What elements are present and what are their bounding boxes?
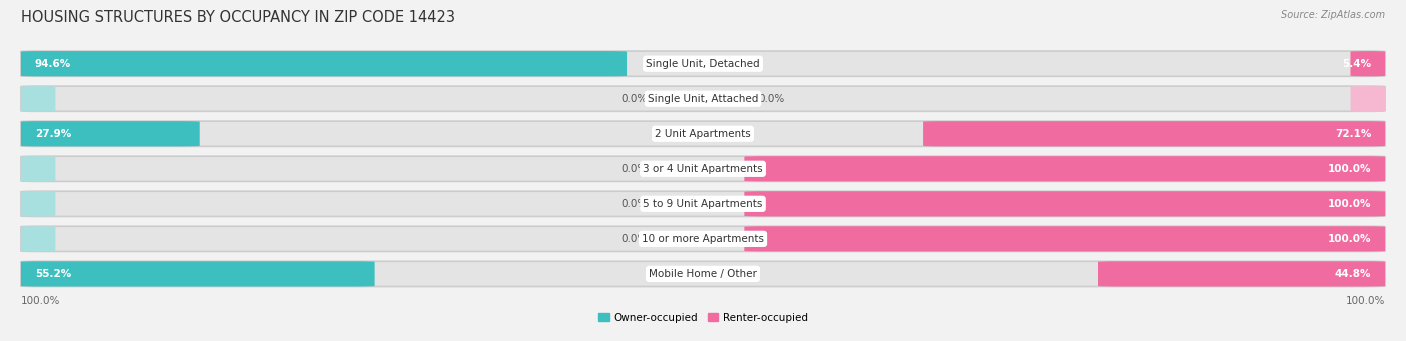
Text: 27.9%: 27.9%: [35, 129, 70, 139]
Text: 0.0%: 0.0%: [621, 234, 648, 244]
Text: Single Unit, Attached: Single Unit, Attached: [648, 94, 758, 104]
FancyBboxPatch shape: [21, 191, 1385, 217]
FancyBboxPatch shape: [21, 51, 1385, 76]
Text: 72.1%: 72.1%: [1334, 129, 1371, 139]
Legend: Owner-occupied, Renter-occupied: Owner-occupied, Renter-occupied: [595, 309, 811, 327]
Text: 100.0%: 100.0%: [1327, 199, 1371, 209]
FancyBboxPatch shape: [744, 156, 1385, 181]
Text: Source: ZipAtlas.com: Source: ZipAtlas.com: [1281, 10, 1385, 20]
Text: 100.0%: 100.0%: [1327, 234, 1371, 244]
Text: 10 or more Apartments: 10 or more Apartments: [643, 234, 763, 244]
FancyBboxPatch shape: [21, 121, 1385, 146]
FancyBboxPatch shape: [1098, 261, 1385, 286]
FancyBboxPatch shape: [924, 121, 1385, 146]
Text: 100.0%: 100.0%: [1327, 164, 1371, 174]
Text: Single Unit, Detached: Single Unit, Detached: [647, 59, 759, 69]
FancyBboxPatch shape: [21, 261, 1385, 286]
Text: 94.6%: 94.6%: [35, 59, 70, 69]
FancyBboxPatch shape: [21, 191, 55, 217]
Text: 5 to 9 Unit Apartments: 5 to 9 Unit Apartments: [644, 199, 762, 209]
FancyBboxPatch shape: [21, 156, 55, 181]
FancyBboxPatch shape: [21, 261, 374, 286]
Text: 0.0%: 0.0%: [621, 94, 648, 104]
Text: 44.8%: 44.8%: [1334, 269, 1371, 279]
Text: 3 or 4 Unit Apartments: 3 or 4 Unit Apartments: [643, 164, 763, 174]
FancyBboxPatch shape: [21, 86, 1385, 112]
FancyBboxPatch shape: [21, 226, 55, 251]
FancyBboxPatch shape: [21, 86, 55, 112]
Text: 2 Unit Apartments: 2 Unit Apartments: [655, 129, 751, 139]
FancyBboxPatch shape: [1350, 51, 1385, 76]
Text: 5.4%: 5.4%: [1343, 59, 1371, 69]
FancyBboxPatch shape: [21, 226, 1385, 251]
FancyBboxPatch shape: [21, 156, 1385, 181]
FancyBboxPatch shape: [21, 121, 200, 146]
Text: 55.2%: 55.2%: [35, 269, 70, 279]
Text: 0.0%: 0.0%: [621, 164, 648, 174]
Text: 0.0%: 0.0%: [621, 199, 648, 209]
FancyBboxPatch shape: [21, 51, 627, 76]
Text: Mobile Home / Other: Mobile Home / Other: [650, 269, 756, 279]
Text: HOUSING STRUCTURES BY OCCUPANCY IN ZIP CODE 14423: HOUSING STRUCTURES BY OCCUPANCY IN ZIP C…: [21, 10, 456, 25]
FancyBboxPatch shape: [744, 226, 1385, 251]
FancyBboxPatch shape: [744, 191, 1385, 217]
Text: 100.0%: 100.0%: [21, 296, 60, 306]
FancyBboxPatch shape: [1351, 86, 1385, 112]
Text: 0.0%: 0.0%: [758, 94, 785, 104]
Text: 100.0%: 100.0%: [1346, 296, 1385, 306]
